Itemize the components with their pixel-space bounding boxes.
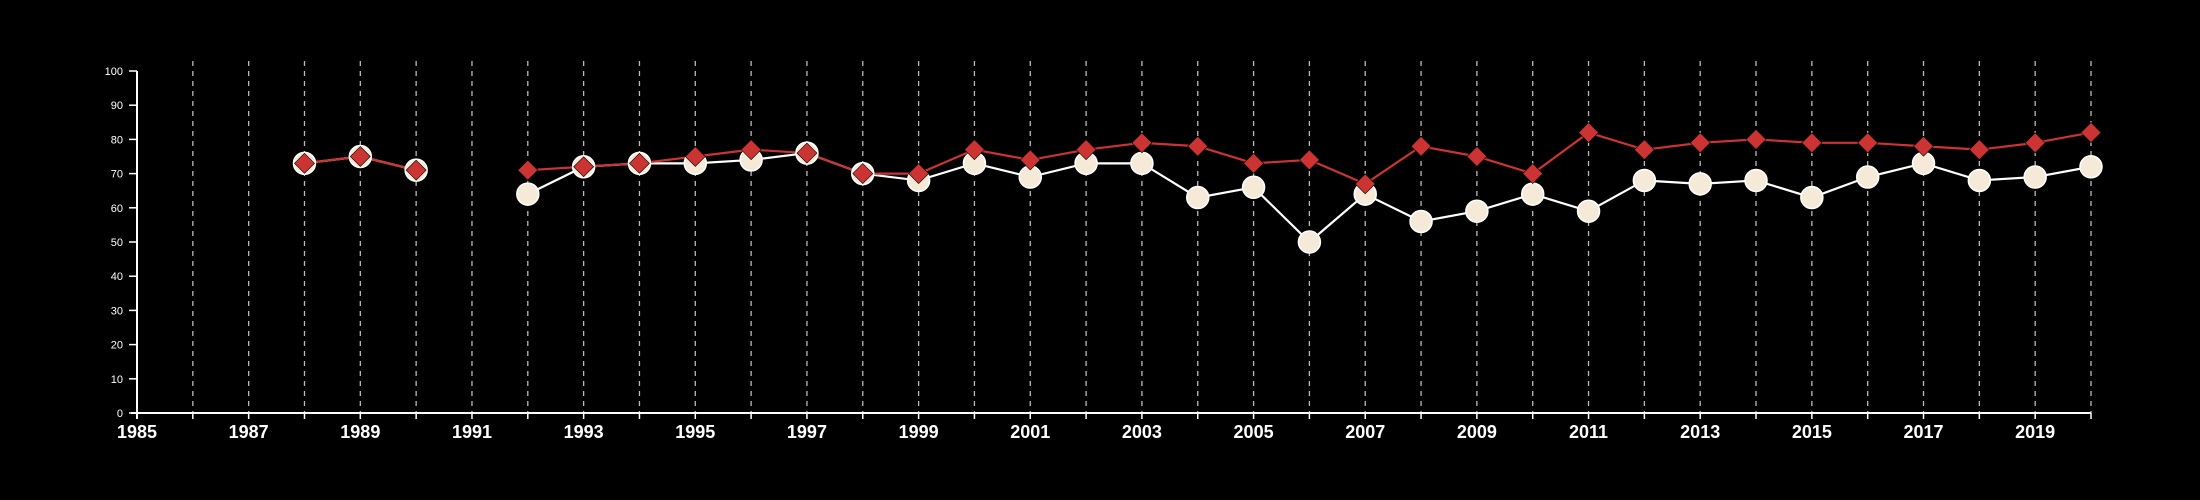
- series-2-point: [1633, 139, 1655, 161]
- series-2-point: [1689, 132, 1711, 154]
- series-1-point: [1465, 199, 1489, 223]
- x-tick-label: 1995: [675, 422, 715, 442]
- series-1-point: [1967, 168, 1992, 193]
- y-tick-label: 90: [111, 100, 123, 112]
- y-tick-label: 60: [111, 203, 123, 215]
- series-2-point: [1131, 132, 1153, 154]
- series-1-point: [1185, 185, 1210, 210]
- series-2-point: [740, 139, 762, 161]
- series-2-point: [1578, 122, 1599, 143]
- series-2-point: [1745, 128, 1767, 150]
- series-1-point: [2079, 155, 2103, 179]
- x-tick-label: 2013: [1680, 422, 1720, 442]
- series-2-point: [1075, 139, 1097, 161]
- series-2-point: [1187, 135, 1209, 157]
- series-1-point: [2023, 165, 2047, 189]
- y-tick-label: 40: [111, 271, 123, 283]
- series-2-point: [1410, 135, 1432, 157]
- series-1-point: [1688, 172, 1712, 196]
- series-2-point: [2024, 132, 2046, 154]
- x-tick-label: 1985: [117, 422, 157, 442]
- series-2-point: [1354, 173, 1376, 195]
- x-tick-label: 1991: [452, 422, 492, 442]
- series-1-point: [1632, 168, 1657, 193]
- x-tick-label: 2009: [1457, 422, 1497, 442]
- y-tick-label: 80: [111, 134, 123, 146]
- x-tick-label: 2017: [1903, 422, 1943, 442]
- y-tick-label: 20: [111, 340, 123, 352]
- y-tick-label: 100: [105, 66, 123, 78]
- x-tick-label: 2003: [1122, 422, 1162, 442]
- x-tick-label: 1997: [787, 422, 827, 442]
- series-1-point: [1744, 168, 1768, 193]
- series-1-point: [1409, 209, 1433, 234]
- series: [292, 122, 2103, 254]
- x-axis-ticks: 1985 1987 1989 1991 1993 1995 1997 1999 2001 2003…: [117, 413, 2092, 442]
- x-tick-label: 2011: [1569, 422, 1608, 442]
- series-2-point: [405, 159, 427, 181]
- x-tick-label: 1987: [229, 422, 269, 442]
- series-2-point: [1522, 163, 1544, 185]
- series-2-point: [294, 152, 315, 174]
- x-tick-label: 2005: [1234, 422, 1274, 442]
- series-1-point: [1520, 182, 1545, 206]
- y-tick-label: 0: [117, 408, 123, 420]
- axes: [131, 71, 2091, 419]
- series-2-point: [1466, 146, 1488, 167]
- series-2-point: [1801, 132, 1823, 154]
- x-tick-label: 2019: [2015, 422, 2055, 442]
- x-tick-label: 1989: [340, 422, 380, 442]
- series-2-point: [2080, 122, 2102, 143]
- series-1-point: [1241, 175, 1266, 200]
- y-tick-label: 10: [111, 374, 123, 386]
- series-2-point: [796, 142, 818, 164]
- series-2-point: [908, 163, 930, 185]
- series-1-point: [516, 182, 540, 206]
- series-2-point: [1968, 139, 1990, 161]
- y-tick-label: 50: [111, 237, 123, 249]
- x-tick-label: 1993: [564, 422, 604, 442]
- series-2-point: [964, 139, 985, 161]
- series-2-point: [1019, 149, 1041, 171]
- x-tick-label: 2015: [1792, 422, 1832, 442]
- series-1-point: [1576, 199, 1601, 223]
- series-2-point: [1298, 149, 1320, 171]
- series-1-point: [1130, 151, 1154, 176]
- x-tick-label: 2007: [1345, 422, 1385, 442]
- series-2-point: [517, 159, 539, 181]
- y-tick-label: 70: [111, 169, 123, 181]
- x-tick-label: 1999: [899, 422, 939, 442]
- series-2-point: [629, 152, 650, 174]
- series-2-point: [573, 156, 595, 178]
- series-2-point: [349, 146, 371, 167]
- series-2-point: [852, 163, 874, 185]
- grid-lines: [192, 61, 2092, 413]
- series-2-point: [1243, 152, 1264, 174]
- y-tick-label: 30: [111, 305, 123, 317]
- x-tick-label: 2001: [1010, 422, 1050, 442]
- series-1-point: [1855, 165, 1880, 189]
- series-1-point: [1800, 185, 1824, 210]
- series-2-point: [1913, 135, 1934, 157]
- series-1-point: [1297, 230, 1322, 254]
- y-axis-ticks: 0 10 20 30 40 50 60 70 80 90 100: [105, 66, 137, 420]
- series-2-point: [684, 146, 706, 167]
- series-2-point: [1857, 132, 1879, 154]
